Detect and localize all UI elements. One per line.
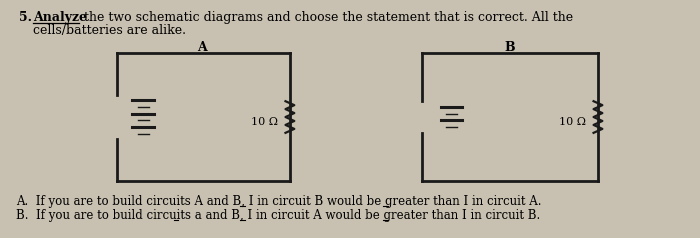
Text: A: A xyxy=(197,41,206,54)
Text: A.  If you are to build circuits A and B, I in circuit B would be greater than I: A. If you are to build circuits A and B,… xyxy=(16,195,542,208)
Text: B.  If you are to build circuits a and B, I in circuit A would be greater than I: B. If you are to build circuits a and B,… xyxy=(16,209,540,222)
Text: 10 Ω: 10 Ω xyxy=(559,117,586,127)
Text: Analyze: Analyze xyxy=(33,11,87,24)
Text: the two schematic diagrams and choose the statement that is correct. All the: the two schematic diagrams and choose th… xyxy=(80,11,573,24)
Text: 5.: 5. xyxy=(19,11,32,24)
Text: 10 Ω: 10 Ω xyxy=(251,117,278,127)
Text: B: B xyxy=(505,41,515,54)
Text: cells/batteries are alike.: cells/batteries are alike. xyxy=(33,24,186,37)
